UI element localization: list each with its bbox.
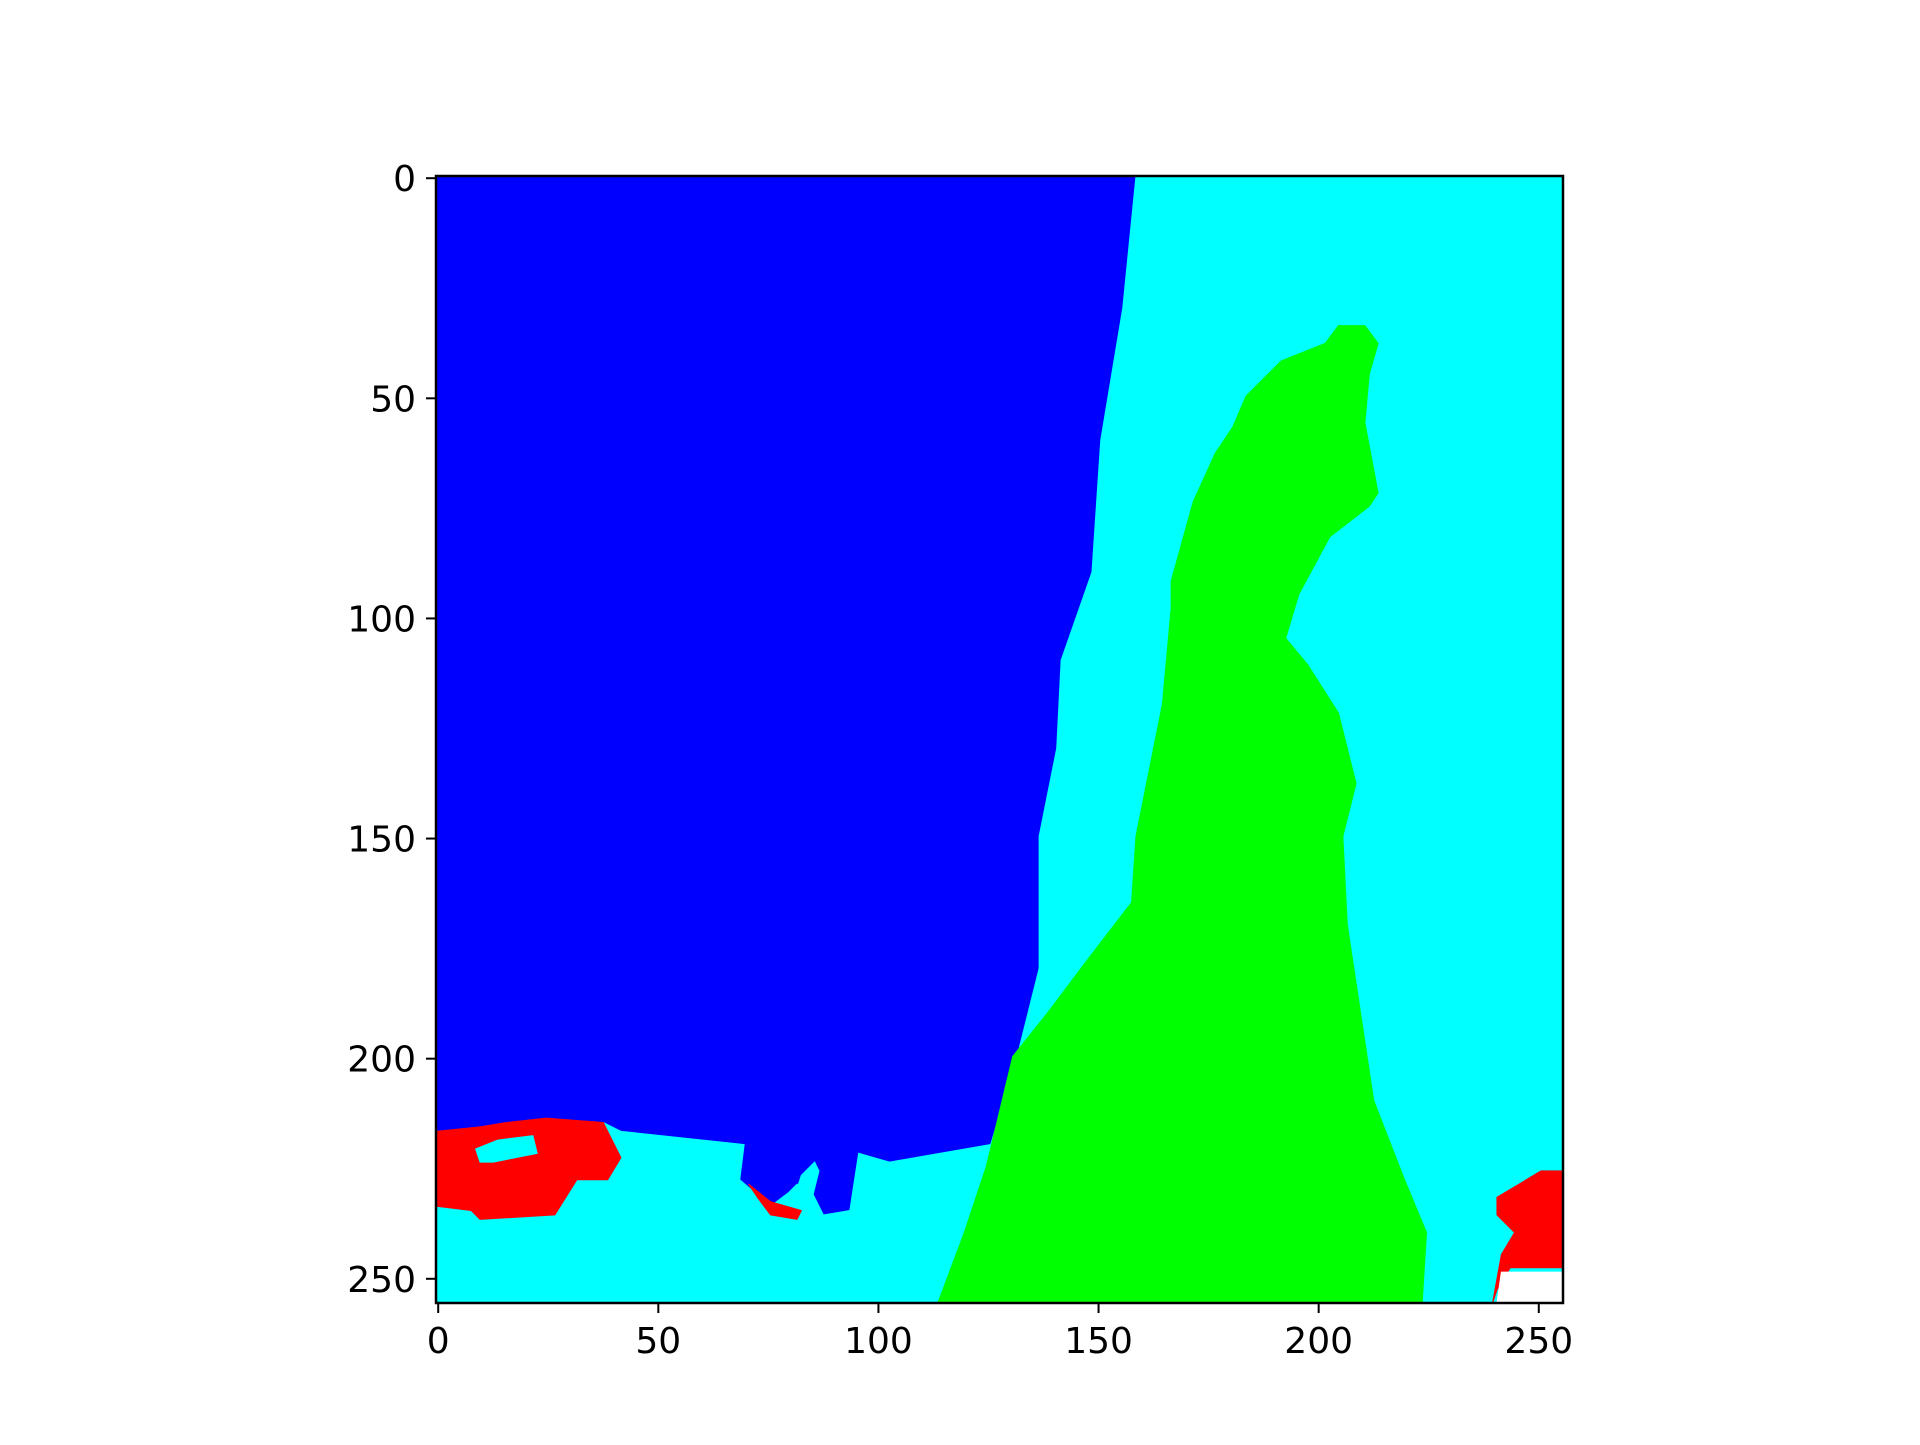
region-white-6	[1496, 1271, 1564, 1304]
y-tick-label: 50	[370, 379, 416, 420]
x-tick-label: 100	[844, 1321, 913, 1362]
region-red-4	[748, 1183, 803, 1220]
x-tick-label: 50	[635, 1321, 681, 1362]
y-tick-label: 150	[347, 820, 416, 861]
region-green-2	[937, 325, 1428, 1304]
y-tick-label: 100	[347, 599, 416, 640]
x-tick-label: 0	[427, 1321, 450, 1362]
x-axis-ticks: 0 50 100 150 200 250	[427, 1303, 1573, 1362]
y-tick-label: 250	[347, 1260, 416, 1301]
y-tick-label: 200	[347, 1040, 416, 1081]
x-tick-label: 250	[1504, 1321, 1573, 1362]
region-cyan-8	[791, 1161, 820, 1207]
image-layer	[435, 175, 1564, 1304]
region-red-3	[435, 1117, 622, 1220]
y-axis-ticks: 0 50 100 150 200 250	[347, 159, 436, 1301]
axes-frame	[434, 174, 1565, 1305]
region-cyan-7	[474, 1135, 538, 1163]
x-tick-label: 150	[1064, 1321, 1133, 1362]
y-tick-label: 0	[393, 159, 416, 200]
x-tick-label: 200	[1284, 1321, 1353, 1362]
